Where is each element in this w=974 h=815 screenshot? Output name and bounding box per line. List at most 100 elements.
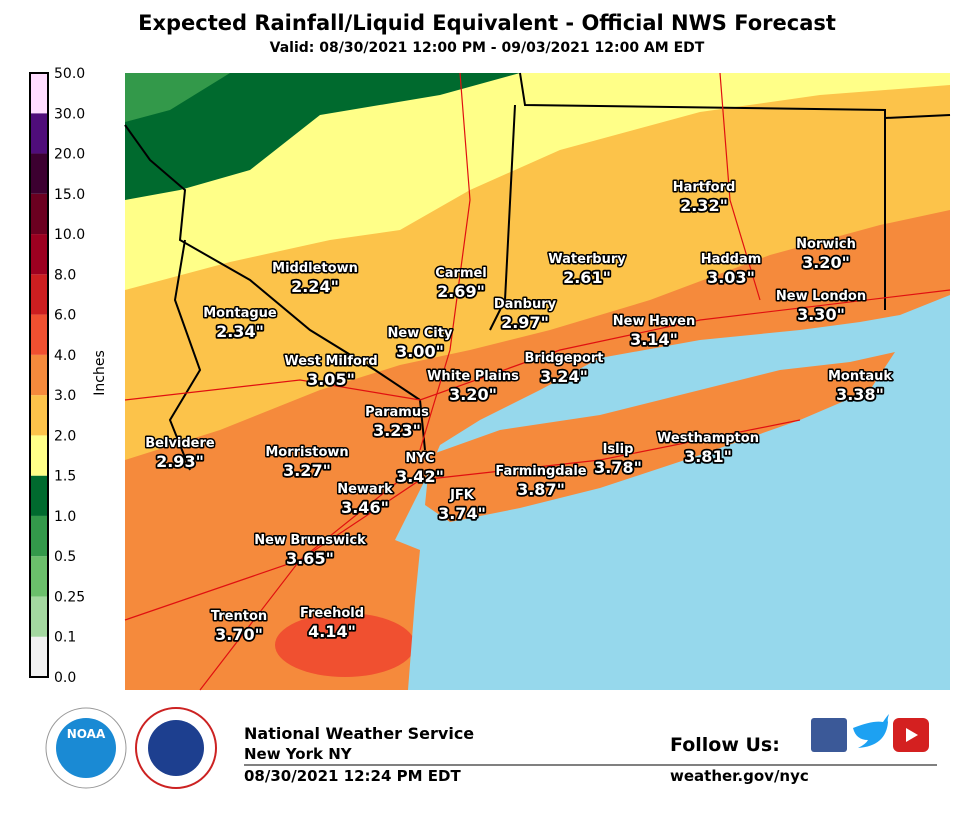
colorbar-label: 0.5: [54, 549, 76, 565]
city-name: West Milford: [284, 354, 377, 369]
city-name: Hartford: [673, 180, 736, 195]
colorbar-label: 1.0: [54, 509, 76, 525]
city-value: 3.74": [438, 504, 486, 523]
city-name: Middletown: [272, 261, 358, 276]
twitter-icon[interactable]: [853, 714, 889, 748]
city-name: Carmel: [435, 266, 487, 281]
colorbar-band: [30, 515, 48, 557]
city-value: 3.14": [630, 330, 678, 349]
colorbar-band: [30, 354, 48, 396]
city-value: 3.20": [802, 253, 850, 272]
colorbar-band: [30, 395, 48, 436]
city-value: 3.78": [594, 458, 642, 477]
city-name: Farmingdale: [495, 464, 586, 479]
colorbar-label: 0.0: [54, 670, 76, 686]
city-value: 2.34": [216, 322, 264, 341]
follow: Follow Us:: [670, 734, 780, 756]
city-name: Montague: [203, 306, 277, 321]
colorbar-band: [30, 73, 48, 114]
city-name: Danbury: [494, 297, 557, 312]
city-name: White Plains: [427, 369, 519, 384]
city-value: 3.42": [396, 467, 444, 486]
office: National Weather Service: [244, 724, 474, 743]
city-value: 3.65": [286, 549, 334, 568]
city-value: 3.81": [684, 447, 732, 466]
city-value: 3.00": [396, 342, 444, 361]
colorbar-label: 4.0: [54, 348, 76, 364]
city-value: 2.61": [563, 268, 611, 287]
city-value: 3.03": [707, 268, 755, 287]
city-name: Morristown: [265, 445, 348, 460]
legend-unit: Inches: [92, 350, 108, 395]
footer: NOAA National Weather Service New York N…: [45, 707, 937, 789]
city-name: Freehold: [300, 606, 364, 621]
city-value: 3.23": [373, 421, 421, 440]
city-name: Bridgeport: [524, 351, 603, 366]
city-name: NYC: [405, 451, 434, 466]
url[interactable]: weather.gov/nyc: [670, 767, 809, 785]
colorbar-label: 10.0: [54, 227, 85, 243]
city-value: 3.70": [215, 625, 263, 644]
location: New York NY: [244, 745, 353, 763]
city-value: 3.27": [283, 461, 331, 480]
city-name: Norwich: [796, 237, 856, 252]
city-value: 4.14": [308, 622, 356, 641]
city-name: New London: [776, 289, 866, 304]
colorbar-band: [30, 193, 48, 235]
city-name: Montauk: [828, 369, 892, 384]
colorbar-label: 1.5: [54, 469, 76, 485]
city-name: JFK: [449, 488, 475, 503]
colorbar-band: [30, 475, 48, 516]
colorbar-label: 3.0: [54, 388, 76, 404]
city-value: 2.69": [437, 282, 485, 301]
colorbar-band: [30, 435, 48, 476]
colorbar-label: 30.0: [54, 106, 85, 122]
city-value: 3.46": [341, 498, 389, 517]
city-name: New Brunswick: [254, 533, 366, 548]
colorbar-frame: [29, 72, 49, 678]
youtube-play: [906, 728, 918, 742]
city-value: 3.20": [449, 385, 497, 404]
title: Expected Rainfall/Liquid Equivalent - Of…: [138, 11, 836, 35]
colorbar-label: 0.25: [54, 589, 85, 605]
issued: 08/30/2021 12:24 PM EDT: [244, 767, 461, 785]
nws-logo-inner: [148, 720, 204, 776]
colorbar-label: 50.0: [54, 66, 85, 82]
city-value: 3.38": [836, 385, 884, 404]
city-name: Trenton: [211, 609, 267, 624]
colorbar-band: [30, 113, 48, 154]
noaa-logo-inner: [56, 718, 116, 778]
colorbar-band: [30, 636, 48, 677]
city-name: Westhampton: [657, 431, 759, 446]
noaa-text: NOAA: [67, 727, 106, 741]
colorbar-band: [30, 153, 48, 194]
city-name: Waterbury: [548, 252, 626, 267]
city-value: 3.24": [540, 367, 588, 386]
city-value: 2.97": [501, 313, 549, 332]
city-name: New City: [388, 326, 453, 341]
colorbar-label: 2.0: [54, 428, 76, 444]
city-name: Paramus: [365, 405, 429, 420]
colorbar-band: [30, 234, 48, 275]
facebook-icon[interactable]: [811, 718, 847, 752]
city-name: Haddam: [701, 252, 762, 267]
colorbar-band: [30, 314, 48, 355]
city-value: 2.24": [291, 277, 339, 296]
city-value: 2.32": [680, 196, 728, 215]
colorbar-band: [30, 274, 48, 315]
city-value: 3.87": [517, 480, 565, 499]
colorbar-band: [30, 596, 48, 637]
colorbar-label: 8.0: [54, 267, 76, 283]
city-name: Newark: [337, 482, 393, 497]
colorbar-band: [30, 556, 48, 597]
city-value: 2.93": [156, 452, 204, 471]
colorbar-label: 20.0: [54, 147, 85, 163]
city-name: Belvidere: [145, 436, 215, 451]
colorbar-label: 0.1: [54, 630, 76, 646]
city-value: 3.30": [797, 305, 845, 324]
colorbar-label: 15.0: [54, 187, 85, 203]
city-value: 3.05": [307, 370, 355, 389]
colorbar-label: 6.0: [54, 308, 76, 324]
